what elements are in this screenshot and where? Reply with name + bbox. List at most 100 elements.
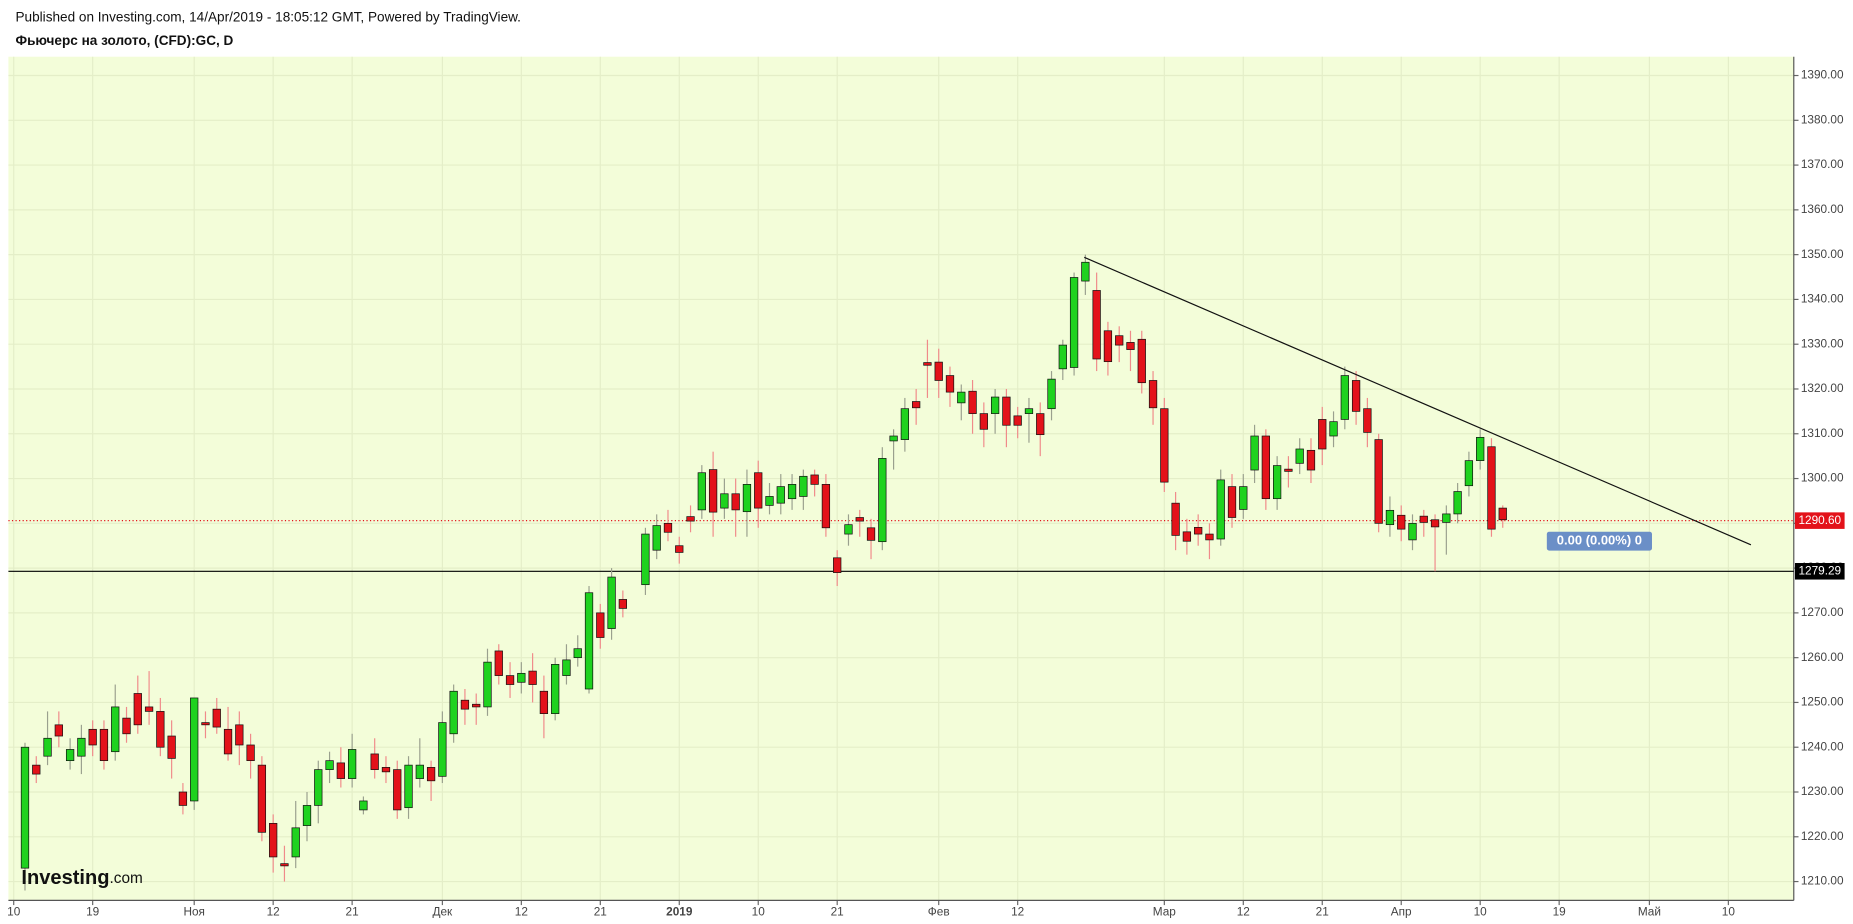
candle-body (720, 493, 729, 509)
candle-body (178, 791, 188, 806)
candle-body (1013, 415, 1022, 426)
candle-body (1160, 408, 1169, 483)
candle-body (923, 362, 932, 366)
candle-body (235, 724, 244, 746)
y-tick-label: 1270.00 (1801, 605, 1844, 619)
candle-body (1216, 479, 1225, 540)
candle-body (325, 760, 334, 770)
candle-body (1137, 338, 1146, 384)
x-tick-label: 19 (86, 904, 99, 918)
candle-body (787, 484, 797, 500)
candle-body (528, 670, 537, 685)
candle-body (336, 762, 345, 779)
candle-body (866, 527, 876, 541)
x-tick-label: 10 (7, 904, 21, 918)
candle-body (1227, 486, 1237, 518)
x-tick-label: 10 (752, 904, 766, 918)
candle-body (1385, 509, 1395, 526)
candle-body (257, 764, 267, 833)
candle-body (607, 576, 616, 629)
candle-body (1103, 330, 1113, 363)
candle-body (246, 744, 255, 762)
candle-body (742, 484, 752, 513)
candle-body (934, 361, 943, 381)
candle-body (584, 592, 594, 690)
x-tick-label: 19 (1553, 904, 1566, 918)
candle-body (686, 516, 695, 522)
x-tick-label: 12 (515, 904, 528, 918)
x-tick-label: 10 (1722, 904, 1736, 918)
candle-body (359, 800, 368, 811)
level-label: 1279.29 (1798, 563, 1841, 577)
candle-body (1442, 513, 1451, 523)
candle-body (1295, 448, 1304, 464)
x-tick-label: 21 (1316, 904, 1329, 918)
candle-body (1092, 290, 1101, 360)
candle-body (88, 728, 97, 746)
candle-body (167, 735, 176, 759)
x-tick-label: 21 (594, 904, 607, 918)
x-tick-label: Дек (433, 904, 454, 918)
candle-body (381, 767, 391, 773)
x-tick-label: Апр (1391, 904, 1412, 918)
candle-body (415, 764, 424, 779)
candle-body (810, 474, 819, 485)
y-tick-label: 1340.00 (1801, 292, 1844, 306)
candle-body (957, 391, 966, 404)
y-tick-label: 1320.00 (1801, 381, 1844, 395)
candle-body (1126, 342, 1135, 350)
y-tick-label: 1250.00 (1801, 695, 1844, 709)
candle-body (404, 764, 413, 809)
y-tick-label: 1210.00 (1801, 874, 1844, 888)
candle-body (731, 493, 740, 511)
candle-body (1487, 446, 1496, 530)
last-price-label: 1290.60 (1798, 513, 1841, 527)
candle-body (190, 697, 199, 802)
candle-body (347, 749, 357, 779)
y-tick-label: 1370.00 (1801, 157, 1844, 171)
candle-body (20, 746, 30, 869)
candle-body (1464, 460, 1474, 487)
y-tick-label: 1300.00 (1801, 471, 1844, 485)
x-tick-label: 12 (1237, 904, 1250, 918)
x-tick-label: 12 (1011, 904, 1024, 918)
x-tick-label: 21 (346, 904, 359, 918)
candle-body (122, 717, 131, 735)
candle-body (889, 435, 898, 442)
candle-body (1239, 486, 1248, 510)
candle-body (968, 390, 977, 414)
candle-body (505, 675, 515, 685)
candle-body (133, 693, 142, 726)
candle-body (426, 767, 436, 782)
candle-body (223, 728, 233, 755)
candle-body (1453, 491, 1462, 515)
candle-body (460, 699, 470, 710)
candle-body (1272, 465, 1282, 500)
candle-body (878, 458, 887, 543)
candle-body (472, 703, 481, 708)
y-tick-label: 1390.00 (1801, 68, 1844, 82)
candle-body (65, 749, 75, 762)
change-badge (1546, 531, 1652, 551)
candle-body (663, 522, 673, 533)
candle-body (111, 706, 120, 753)
candle-body (697, 472, 706, 511)
x-tick-label: 10 (1474, 904, 1488, 918)
candle-body (1498, 507, 1507, 521)
candle-body (1397, 514, 1406, 530)
candle-body (844, 524, 853, 535)
y-tick-label: 1350.00 (1801, 247, 1844, 261)
candle-body (1171, 502, 1180, 536)
candle-body (99, 728, 109, 762)
x-tick-label: 12 (267, 904, 280, 918)
y-tick-label: 1330.00 (1801, 336, 1844, 350)
candle-body (799, 475, 808, 497)
candle-body (765, 496, 774, 506)
logo-brand: Investing (21, 867, 109, 889)
candle-body (900, 408, 910, 440)
candle-body (280, 863, 289, 867)
candle-body (1205, 533, 1214, 541)
candle-body (551, 664, 560, 714)
candle-body (212, 708, 221, 728)
